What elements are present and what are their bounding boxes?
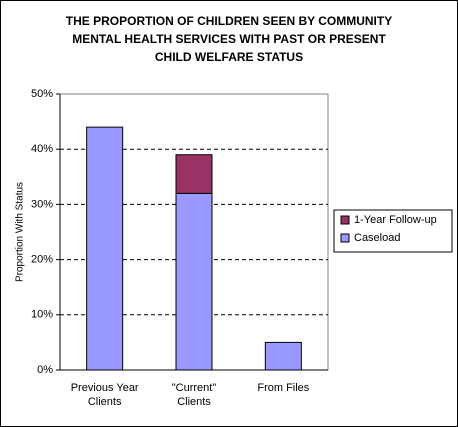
bar-segment bbox=[86, 126, 124, 371]
bar-segment bbox=[175, 154, 213, 194]
x-tick-label: Previous Year bbox=[71, 382, 139, 394]
y-tick-label: 50% bbox=[31, 88, 53, 100]
legend-box bbox=[333, 209, 453, 253]
y-tick-label: 0% bbox=[37, 364, 53, 376]
legend-swatch bbox=[340, 215, 350, 225]
y-tick-label: 30% bbox=[31, 198, 53, 210]
legend-label: Caseload bbox=[354, 232, 400, 244]
chart-title: THE PROPORTION OF CHILDREN SEEN BY COMMU… bbox=[66, 14, 392, 28]
x-tick-label: Clients bbox=[177, 396, 211, 408]
bar-segment bbox=[175, 192, 213, 371]
x-tick-label: From Files bbox=[257, 382, 309, 394]
y-axis-label: Proportion With Status bbox=[15, 182, 26, 282]
bar-segment bbox=[264, 341, 302, 371]
legend-label: 1-Year Follow-up bbox=[354, 214, 437, 226]
x-tick-label: "Current" bbox=[172, 382, 217, 394]
y-tick-label: 40% bbox=[31, 143, 53, 155]
chart-title: CHILD WELFARE STATUS bbox=[155, 50, 303, 64]
chart-title: MENTAL HEALTH SERVICES WITH PAST OR PRES… bbox=[72, 32, 386, 46]
legend-swatch bbox=[340, 233, 350, 243]
y-tick-label: 10% bbox=[31, 309, 53, 321]
x-tick-label: Clients bbox=[88, 396, 122, 408]
y-tick-label: 20% bbox=[31, 254, 53, 266]
